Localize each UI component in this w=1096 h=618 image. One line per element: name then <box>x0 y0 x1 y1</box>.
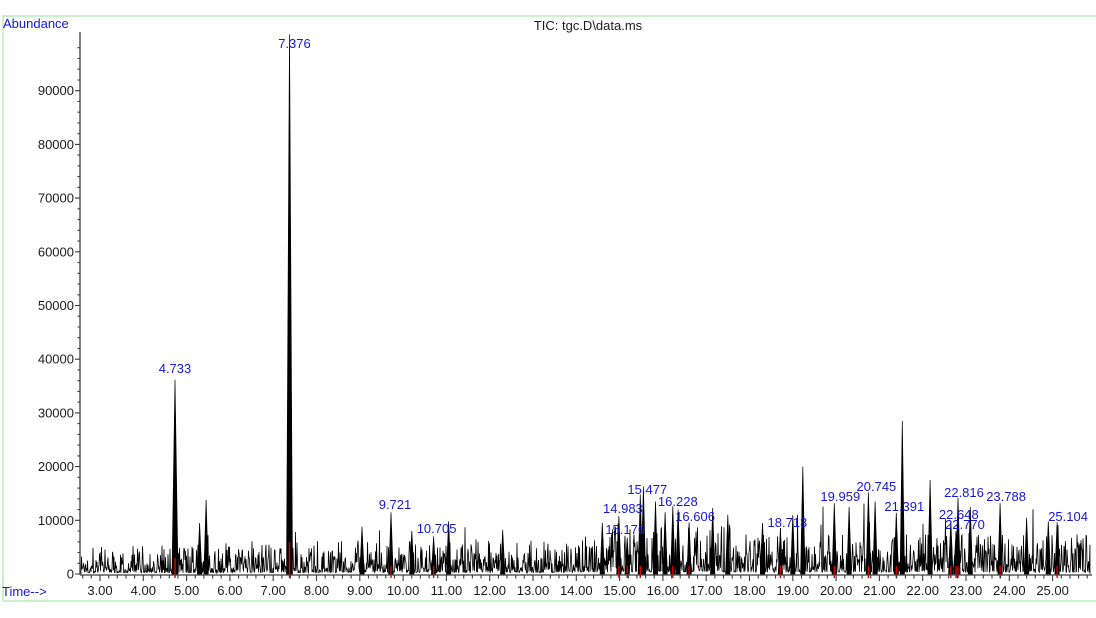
x-tick-label: 8.00 <box>304 583 329 598</box>
x-tick-label: 22.00 <box>906 583 939 598</box>
tick-marks <box>75 47 1088 581</box>
y-tick-label: 50000 <box>38 298 74 313</box>
chromatogram-trace <box>80 503 1091 575</box>
peak-label: 22.816 <box>944 485 984 500</box>
y-tick-label: 40000 <box>38 352 74 367</box>
peak-label: 22.770 <box>945 517 985 532</box>
plot-generated-layer: 3.00 4.00 5.00 6.00 7.00 8.00 9.00 10.00 11.00 12… <box>38 32 1092 598</box>
x-tick-label: 3.00 <box>87 583 112 598</box>
x-tick-label: 5.00 <box>174 583 199 598</box>
x-tick-label: 14.00 <box>560 583 593 598</box>
plot-frame <box>2 15 1096 602</box>
peak-label: 9.721 <box>379 497 412 512</box>
y-axis-title: Abundance <box>3 16 69 31</box>
axes <box>79 32 1092 576</box>
x-tick-label: 21.00 <box>863 583 896 598</box>
y-tick-label: 20000 <box>38 459 74 474</box>
x-tick-label: 11.00 <box>431 583 463 598</box>
peak-label: 20.745 <box>857 479 897 494</box>
x-tick-label: 6.00 <box>217 583 242 598</box>
peak-label: 16.228 <box>658 494 698 509</box>
x-tick-label: 20.00 <box>820 583 853 598</box>
x-axis-title: Time--> <box>2 584 47 599</box>
x-tick-label: 24.00 <box>993 583 1026 598</box>
peak-label: 18.713 <box>768 515 808 530</box>
x-tick-label: 17.00 <box>690 583 723 598</box>
x-tick-label: 25.00 <box>1036 583 1069 598</box>
peak-label: 7.376 <box>278 36 311 51</box>
peak-label: 10.705 <box>417 521 457 536</box>
peak-label: 4.733 <box>159 361 192 376</box>
peak-label: 25.104 <box>1048 509 1088 524</box>
x-tick-label: 4.00 <box>131 583 156 598</box>
y-tick-label: 30000 <box>38 405 74 420</box>
y-tick-label: 90000 <box>38 83 74 98</box>
peak-label: 16.606 <box>675 509 715 524</box>
peak-label: 15.477 <box>627 482 667 497</box>
peak-label: 22.648 <box>939 507 979 522</box>
retention-markers <box>174 542 1058 578</box>
peak-label: 15.176 <box>605 522 645 537</box>
x-tick-label: 16.00 <box>647 583 680 598</box>
x-tick-label: 7.00 <box>261 583 286 598</box>
peak-label: 21.391 <box>884 499 924 514</box>
chart-title: TIC: tgc.D\data.ms <box>534 18 643 33</box>
y-tick-label: 0 <box>67 567 74 582</box>
peak-spikes <box>171 34 1060 575</box>
peak-label: 19.959 <box>820 489 860 504</box>
x-tick-label: 10.00 <box>387 583 420 598</box>
x-tick-label: 19.00 <box>777 583 810 598</box>
x-tick-label: 12.00 <box>473 583 506 598</box>
y-tick-label: 10000 <box>38 513 74 528</box>
x-tick-label: 9.00 <box>347 583 372 598</box>
x-tick-label: 23.00 <box>950 583 983 598</box>
x-tick-label: 13.00 <box>517 583 550 598</box>
x-tick-label: 15.00 <box>603 583 636 598</box>
y-tick-label: 70000 <box>38 191 74 206</box>
x-tick-label: 18.00 <box>733 583 766 598</box>
peak-label: 23.788 <box>986 489 1026 504</box>
peak-label: 14.983 <box>603 501 643 516</box>
y-tick-label: 80000 <box>38 137 74 152</box>
y-tick-label: 60000 <box>38 244 74 259</box>
